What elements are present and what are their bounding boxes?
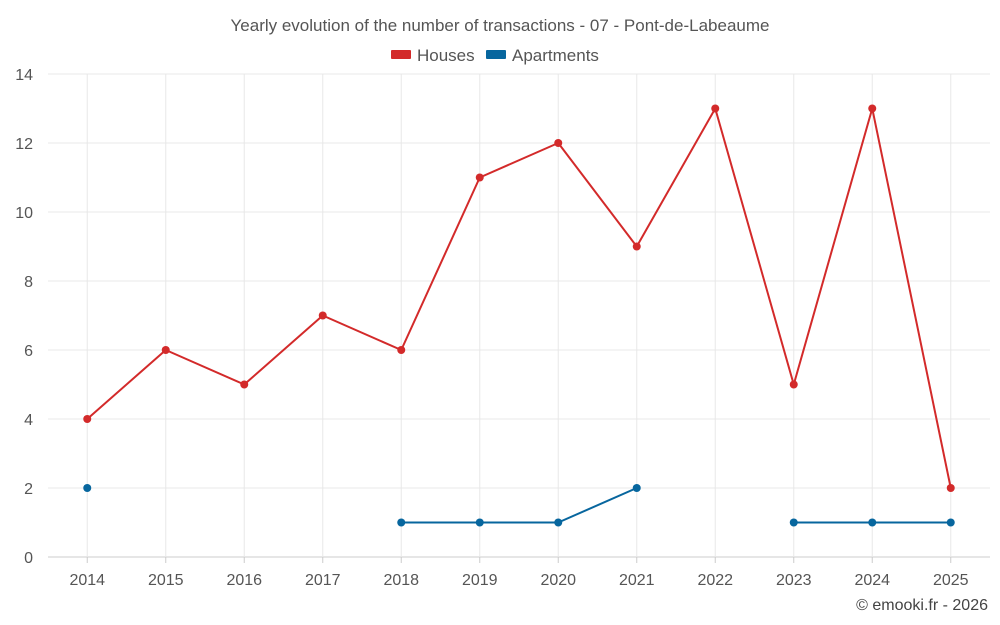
data-point-houses[interactable] (475, 173, 484, 182)
data-point-houses[interactable] (554, 139, 563, 147)
x-tick-label: 2024 (854, 572, 890, 589)
x-tick-label: 2018 (383, 572, 419, 589)
x-tick-label: 2015 (148, 572, 184, 589)
chart-title: Yearly evolution of the number of transa… (231, 16, 770, 35)
data-point-houses[interactable] (240, 380, 249, 389)
data-point-houses[interactable] (632, 242, 641, 251)
x-axis: 2014 2015 2016 2017 2018 2019 2020 2021 2022 2023… (69, 557, 969, 589)
data-point-houses[interactable] (83, 415, 92, 423)
x-tick-label: 2020 (540, 572, 576, 589)
x-tick-label: 2017 (305, 572, 341, 589)
y-tick-label: 8 (24, 274, 33, 291)
legend-label-apartments[interactable]: Apartments (512, 46, 599, 65)
data-point-apartments[interactable] (83, 484, 92, 492)
x-tick-label: 2023 (776, 572, 812, 589)
x-tick-label: 2022 (697, 572, 733, 589)
legend-swatch-houses (391, 50, 411, 59)
x-tick-label: 2021 (619, 572, 655, 589)
data-point-houses[interactable] (397, 346, 406, 354)
data-point-apartments[interactable] (868, 518, 877, 527)
y-tick-label: 0 (24, 550, 33, 567)
data-point-houses[interactable] (318, 311, 327, 320)
grid (48, 73, 990, 558)
data-point-houses[interactable] (161, 346, 170, 354)
series-line-houses (86, 107, 952, 489)
credit-text: © emooki.fr - 2026 (856, 597, 988, 614)
data-point-apartments[interactable] (946, 518, 955, 527)
x-tick-label: 2025 (933, 572, 969, 589)
legend-swatch-apartments (486, 50, 506, 59)
data-point-houses[interactable] (868, 104, 877, 113)
data-point-houses[interactable] (946, 484, 955, 492)
x-tick-label: 2014 (69, 572, 105, 589)
y-tick-label: 14 (15, 67, 33, 84)
legend: Houses Apartments (391, 46, 599, 65)
data-point-apartments[interactable] (554, 518, 563, 527)
y-tick-label: 4 (24, 412, 33, 429)
x-tick-label: 2016 (226, 572, 262, 589)
series-layer (83, 104, 955, 527)
x-tick-label: 2019 (462, 572, 498, 589)
y-tick-label: 12 (15, 136, 33, 153)
data-point-apartments[interactable] (632, 484, 641, 492)
data-point-houses[interactable] (789, 380, 798, 389)
y-tick-label: 10 (15, 205, 33, 222)
y-tick-label: 2 (24, 481, 33, 498)
y-axis: 0 2 4 6 8 10 12 14 (15, 67, 33, 567)
series-line-apartments (401, 487, 638, 524)
data-point-apartments[interactable] (475, 518, 484, 527)
y-tick-label: 6 (24, 343, 33, 360)
legend-label-houses[interactable]: Houses (417, 46, 475, 65)
data-point-apartments[interactable] (397, 518, 406, 527)
data-point-houses[interactable] (711, 104, 720, 113)
data-point-apartments[interactable] (789, 518, 798, 527)
